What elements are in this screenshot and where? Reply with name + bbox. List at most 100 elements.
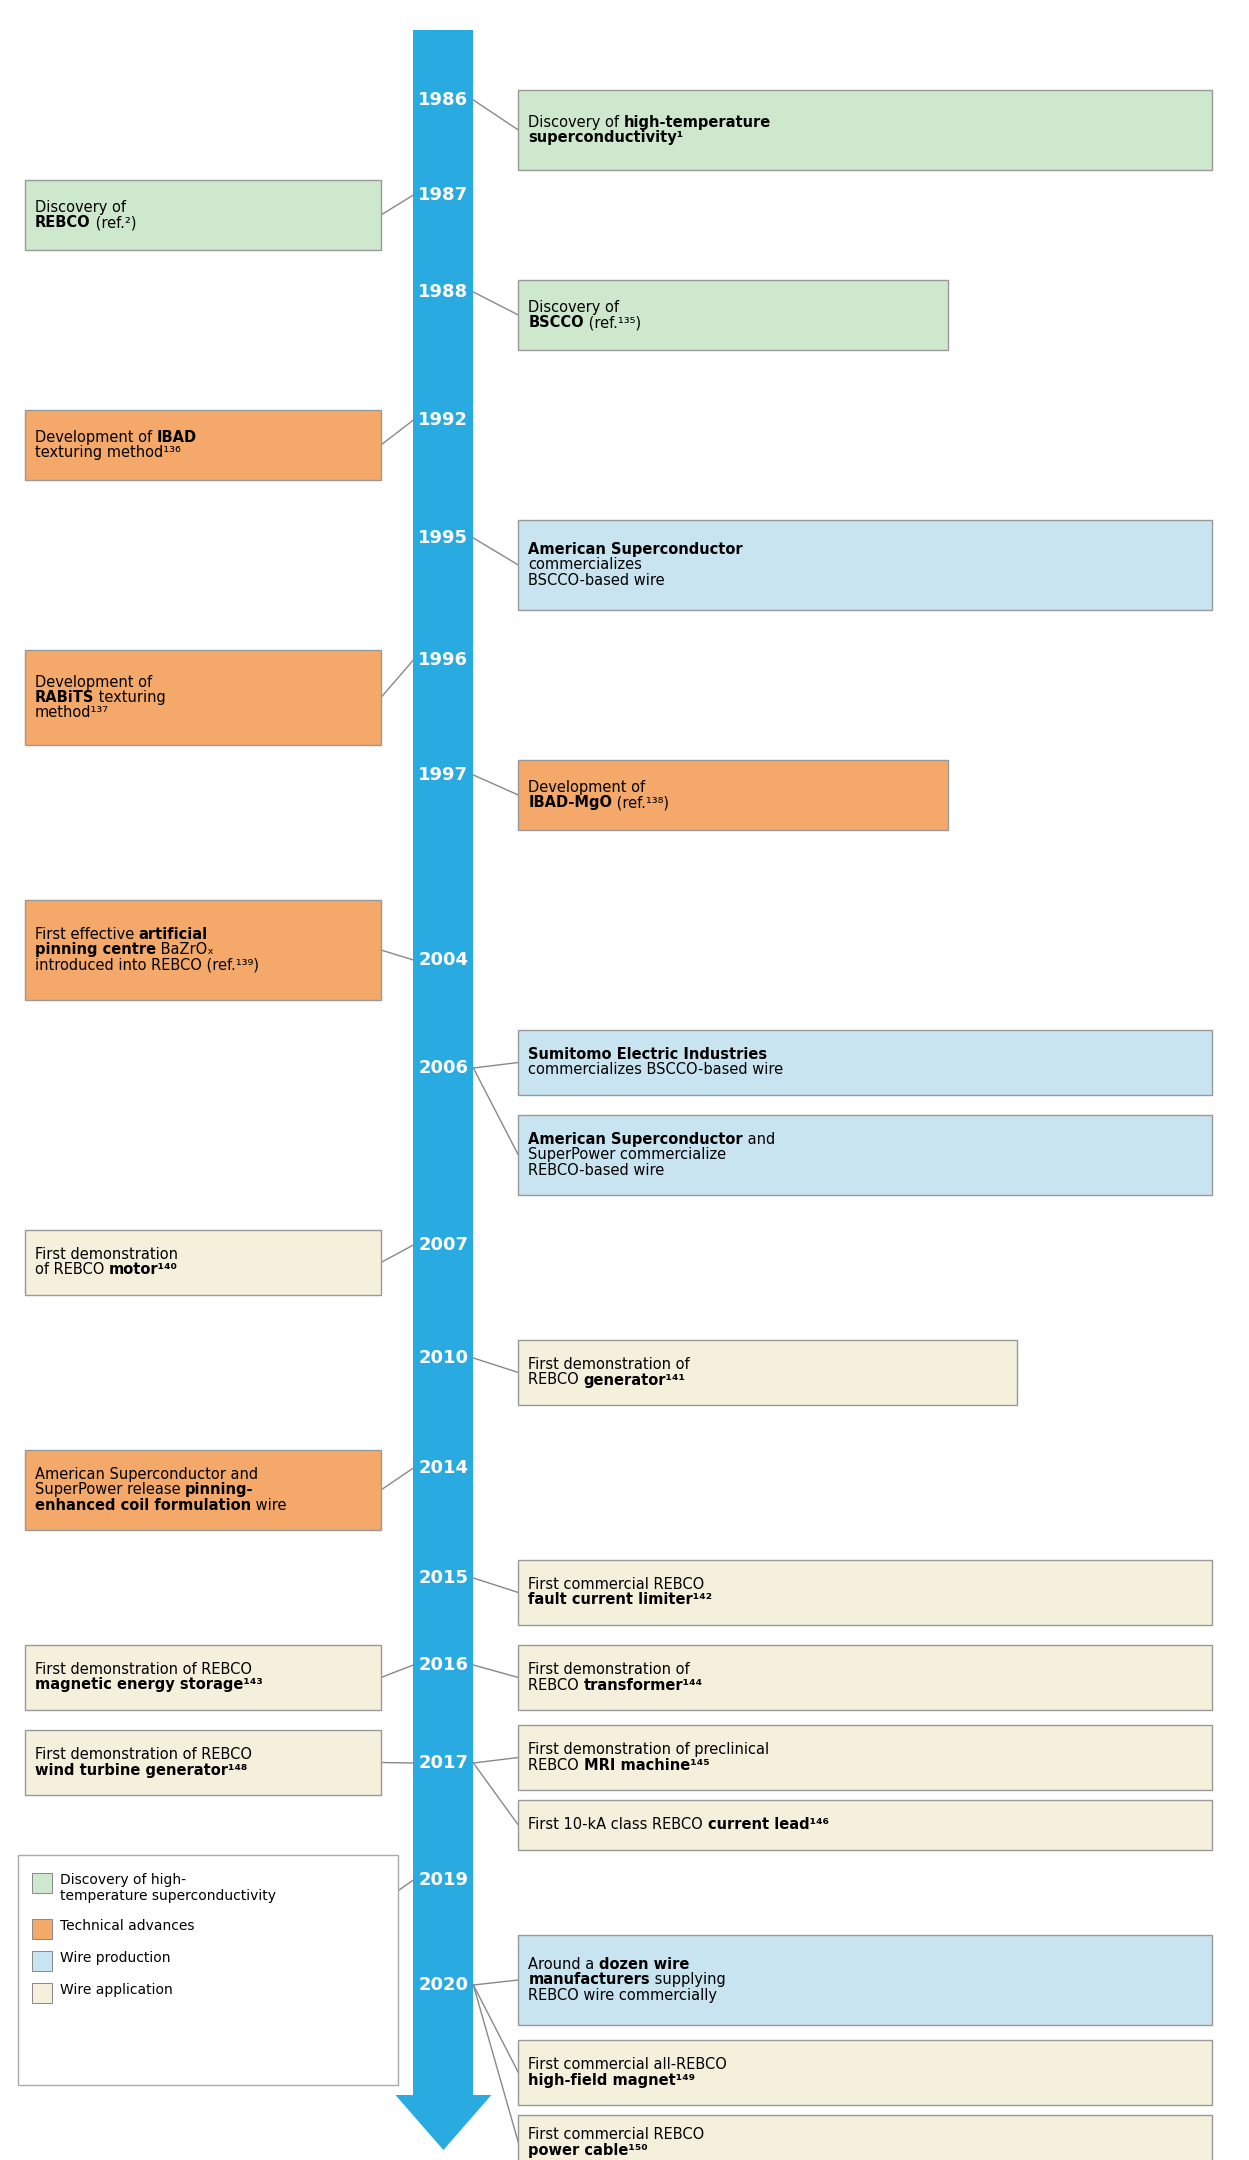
Text: (ref.²): (ref.²) (91, 216, 136, 229)
FancyBboxPatch shape (518, 281, 948, 350)
Text: Discovery of: Discovery of (528, 300, 620, 315)
Text: Sumitomo Electric Industries: Sumitomo Electric Industries (528, 1048, 767, 1063)
Text: artificial: artificial (139, 927, 209, 942)
FancyBboxPatch shape (518, 1726, 1212, 1791)
Text: 2016: 2016 (418, 1657, 468, 1674)
FancyBboxPatch shape (25, 901, 381, 1000)
FancyBboxPatch shape (413, 30, 473, 2095)
Text: Development of: Development of (35, 674, 152, 689)
FancyBboxPatch shape (25, 1229, 381, 1296)
FancyBboxPatch shape (25, 1871, 381, 1935)
Text: REBCO: REBCO (528, 1678, 583, 1693)
Text: enhanced coil formulation: enhanced coil formulation (35, 1497, 251, 1512)
Text: 2006: 2006 (418, 1058, 468, 1078)
Text: 2007: 2007 (418, 1236, 468, 1255)
Text: BSCCO: BSCCO (528, 315, 585, 330)
Text: REBCO: REBCO (35, 216, 91, 229)
Text: First demonstration of: First demonstration of (528, 1663, 689, 1678)
Text: IBAD: IBAD (156, 430, 197, 445)
Text: SuperPower release: SuperPower release (35, 1482, 185, 1497)
FancyBboxPatch shape (518, 1646, 1212, 1711)
Text: First demonstration of REBCO: First demonstration of REBCO (35, 1747, 252, 1763)
Text: MRI machine¹⁴⁵: MRI machine¹⁴⁵ (583, 1758, 709, 1773)
FancyBboxPatch shape (518, 760, 948, 829)
FancyBboxPatch shape (32, 1983, 52, 2002)
Text: First demonstration of REBCO: First demonstration of REBCO (35, 1663, 252, 1678)
Text: wind turbine generator¹⁴⁸: wind turbine generator¹⁴⁸ (35, 1763, 247, 1778)
Text: First demonstration of: First demonstration of (528, 1356, 689, 1372)
FancyBboxPatch shape (518, 2039, 1212, 2106)
Text: 1992: 1992 (418, 410, 468, 430)
Text: 2017: 2017 (418, 1754, 468, 1771)
Text: wire: wire (251, 1497, 286, 1512)
Text: First demonstration of preclinical: First demonstration of preclinical (528, 1743, 769, 1758)
FancyBboxPatch shape (25, 1449, 381, 1529)
Text: commercializes: commercializes (528, 557, 642, 572)
FancyBboxPatch shape (518, 1935, 1212, 2026)
Text: REBCO: REBCO (528, 1372, 583, 1387)
Text: fault current limiter¹⁴²: fault current limiter¹⁴² (528, 1592, 712, 1607)
FancyBboxPatch shape (25, 650, 381, 745)
Text: pinning-: pinning- (185, 1482, 254, 1497)
FancyBboxPatch shape (32, 1950, 52, 1970)
Text: 2010: 2010 (418, 1350, 468, 1367)
Text: induction heater¹⁴⁷: induction heater¹⁴⁷ (35, 1903, 192, 1918)
Text: First 10-kA class REBCO: First 10-kA class REBCO (528, 1817, 708, 1832)
FancyBboxPatch shape (25, 1646, 381, 1711)
Text: generator¹⁴¹: generator¹⁴¹ (583, 1372, 686, 1387)
Text: Discovery of: Discovery of (35, 199, 126, 214)
Text: American Superconductor: American Superconductor (528, 1132, 743, 1147)
Text: Wire application: Wire application (60, 1983, 172, 1998)
Text: 1997: 1997 (418, 767, 468, 784)
Text: 1987: 1987 (418, 186, 468, 203)
FancyBboxPatch shape (518, 1339, 1018, 1404)
Text: commercializes BSCCO-based wire: commercializes BSCCO-based wire (528, 1063, 783, 1078)
Text: dozen wire: dozen wire (600, 1957, 689, 1972)
Text: RABiTS: RABiTS (35, 689, 95, 704)
Text: (ref.¹³⁸): (ref.¹³⁸) (612, 795, 669, 810)
Text: Development of: Development of (528, 780, 646, 795)
Text: 2014: 2014 (418, 1458, 468, 1477)
Text: REBCO wire commercially: REBCO wire commercially (528, 1987, 717, 2002)
Text: First commercial all-REBCO: First commercial all-REBCO (528, 2056, 727, 2071)
Text: high-field magnet¹⁴⁹: high-field magnet¹⁴⁹ (528, 2071, 696, 2087)
Text: motor¹⁴⁰: motor¹⁴⁰ (109, 1261, 177, 1277)
Text: First commercial REBCO: First commercial REBCO (528, 1577, 704, 1592)
Text: 1996: 1996 (418, 650, 468, 670)
Text: 2004: 2004 (418, 950, 468, 970)
Text: texturing method¹³⁶: texturing method¹³⁶ (35, 445, 181, 460)
Text: Discovery of: Discovery of (528, 114, 624, 130)
FancyBboxPatch shape (518, 1799, 1212, 1849)
Text: IBAD-MgO: IBAD-MgO (528, 795, 612, 810)
Text: First effective: First effective (35, 927, 139, 942)
Text: First commercial REBCO: First commercial REBCO (35, 1888, 211, 1903)
FancyBboxPatch shape (17, 1855, 398, 2084)
Text: power cable¹⁵⁰: power cable¹⁵⁰ (528, 2143, 648, 2158)
Polygon shape (396, 2095, 491, 2149)
Text: Around a: Around a (528, 1957, 600, 1972)
FancyBboxPatch shape (518, 521, 1212, 609)
FancyBboxPatch shape (518, 91, 1212, 171)
Text: First commercial REBCO: First commercial REBCO (528, 2128, 704, 2143)
Text: high-temperature: high-temperature (624, 114, 771, 130)
Text: (ref.¹³⁵): (ref.¹³⁵) (585, 315, 641, 330)
Text: REBCO-based wire: REBCO-based wire (528, 1162, 664, 1177)
FancyBboxPatch shape (518, 1030, 1212, 1095)
Text: 1995: 1995 (418, 529, 468, 546)
Text: texturing: texturing (95, 689, 166, 704)
Text: supplying: supplying (649, 1972, 726, 1987)
Text: REBCO: REBCO (528, 1758, 583, 1773)
Text: 1986: 1986 (418, 91, 468, 108)
Text: Wire production: Wire production (60, 1950, 171, 1966)
FancyBboxPatch shape (25, 410, 381, 480)
Text: First demonstration: First demonstration (35, 1246, 177, 1261)
FancyBboxPatch shape (518, 1560, 1212, 1624)
Text: pinning centre: pinning centre (35, 942, 156, 957)
FancyBboxPatch shape (25, 1730, 381, 1795)
Text: temperature superconductivity: temperature superconductivity (60, 1890, 276, 1903)
FancyBboxPatch shape (518, 1115, 1212, 1194)
FancyBboxPatch shape (32, 1873, 52, 1892)
FancyBboxPatch shape (32, 1918, 52, 1940)
Text: manufacturers: manufacturers (528, 1972, 649, 1987)
Text: 1988: 1988 (418, 283, 468, 300)
